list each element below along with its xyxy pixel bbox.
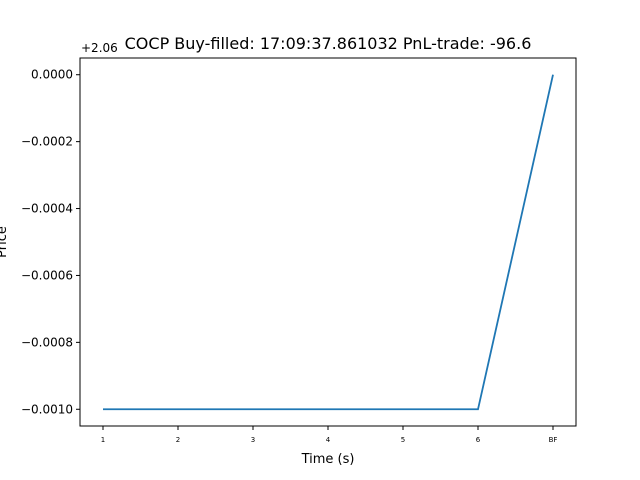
x-axis-label: Time (s) (301, 452, 355, 467)
y-tick-label: −0.0006 (21, 268, 73, 282)
y-tick-label: 0.0000 (31, 68, 73, 82)
y-offset-label: +2.06 (81, 41, 118, 55)
y-tick-label: −0.0004 (21, 202, 73, 216)
y-tick-label: −0.0010 (21, 402, 73, 416)
x-tick-label: 3 (251, 436, 255, 444)
x-tick-label: 1 (101, 436, 105, 444)
x-tick-label: 2 (176, 436, 180, 444)
x-axis-ticks: 1 2 3 4 5 6 BF (101, 426, 558, 444)
x-tick-label: 5 (401, 436, 405, 444)
y-axis-ticks: 0.0000 −0.0002 −0.0004 −0.0006 −0.0008 −0.001… (21, 68, 80, 416)
x-tick-label: 4 (326, 436, 331, 444)
y-tick-label: −0.0002 (21, 135, 73, 149)
x-tick-label: 6 (476, 436, 481, 444)
x-tick-label: BF (549, 436, 558, 444)
plot-frame (79, 57, 577, 427)
y-axis-label: Price (0, 226, 10, 258)
price-line (103, 74, 554, 411)
y-tick-label: −0.0008 (21, 335, 73, 349)
chart-title: COCP Buy-filled: 17:09:37.861032 PnL-tra… (125, 34, 532, 53)
